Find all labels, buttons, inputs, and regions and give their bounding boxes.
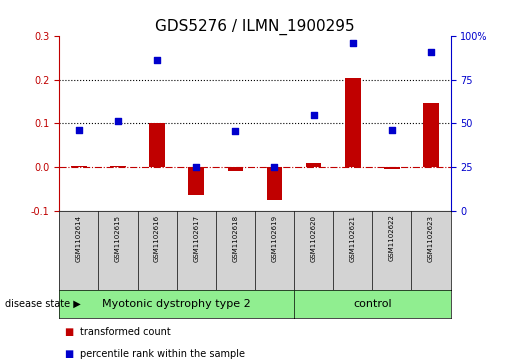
Text: GSM1102615: GSM1102615: [115, 215, 121, 261]
Text: GSM1102618: GSM1102618: [232, 215, 238, 262]
Point: [427, 49, 435, 54]
Text: transformed count: transformed count: [80, 327, 170, 337]
Text: GSM1102614: GSM1102614: [76, 215, 82, 261]
Title: GDS5276 / ILMN_1900295: GDS5276 / ILMN_1900295: [155, 19, 355, 35]
Text: disease state ▶: disease state ▶: [5, 299, 81, 309]
Bar: [306, 163, 321, 167]
Text: ■: ■: [64, 327, 74, 337]
Point: [270, 164, 279, 170]
Point: [310, 112, 318, 118]
Point: [388, 127, 396, 133]
Point: [231, 129, 239, 134]
Bar: [188, 167, 204, 195]
Text: GSM1102623: GSM1102623: [428, 215, 434, 261]
Bar: [110, 166, 126, 167]
Point: [153, 57, 161, 63]
Point: [349, 40, 357, 46]
Text: GSM1102622: GSM1102622: [389, 215, 395, 261]
Bar: [228, 167, 243, 171]
Point: [192, 164, 200, 170]
Text: control: control: [353, 299, 392, 309]
Bar: [71, 166, 87, 167]
Text: GSM1102619: GSM1102619: [271, 215, 278, 262]
Bar: [384, 167, 400, 169]
Bar: [345, 78, 360, 167]
Text: GSM1102617: GSM1102617: [193, 215, 199, 262]
Text: Myotonic dystrophy type 2: Myotonic dystrophy type 2: [102, 299, 251, 309]
Text: GSM1102621: GSM1102621: [350, 215, 356, 261]
Point: [75, 127, 83, 133]
Text: GSM1102620: GSM1102620: [311, 215, 317, 261]
Bar: [149, 123, 165, 167]
Point: [114, 118, 122, 124]
Text: ■: ■: [64, 349, 74, 359]
Bar: [423, 102, 439, 167]
Bar: [267, 167, 282, 200]
Text: GSM1102616: GSM1102616: [154, 215, 160, 262]
Text: percentile rank within the sample: percentile rank within the sample: [80, 349, 245, 359]
